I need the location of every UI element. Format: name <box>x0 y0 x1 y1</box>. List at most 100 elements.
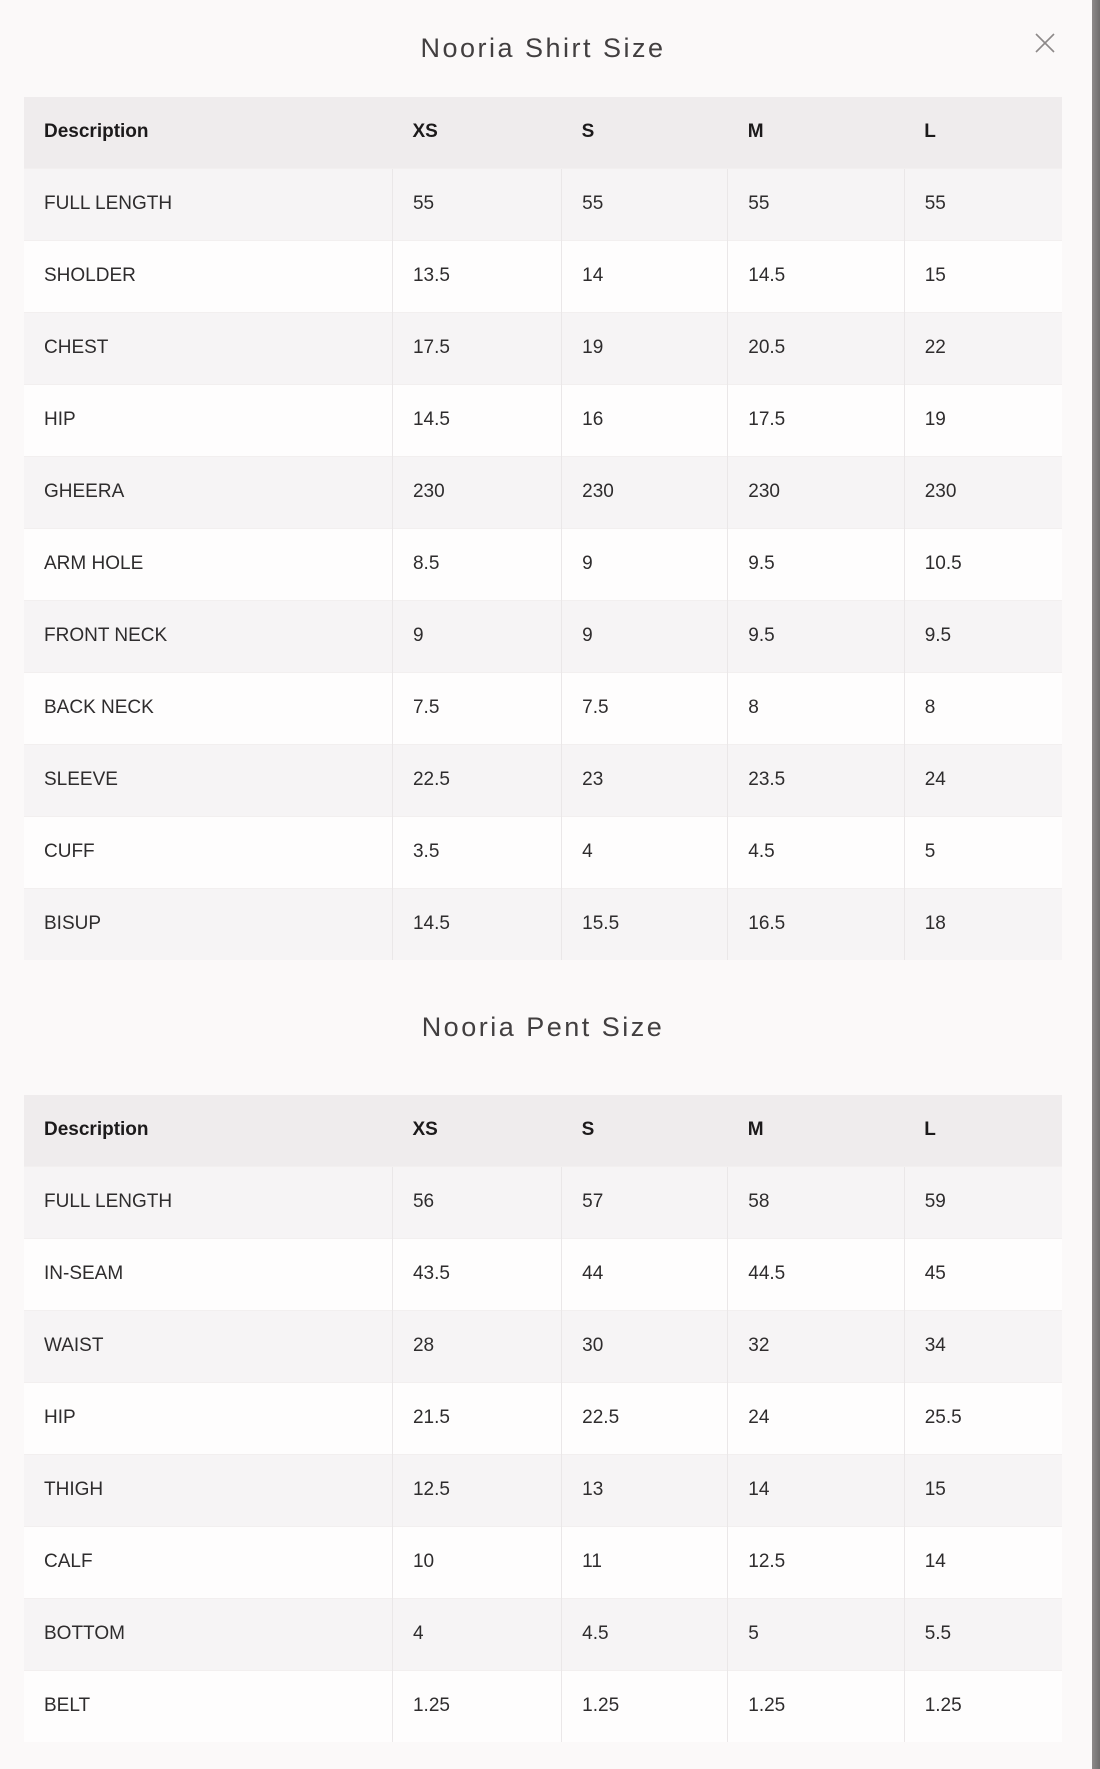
size-value: 12.5 <box>727 1525 905 1598</box>
size-value: 8 <box>727 671 905 744</box>
size-value: 5 <box>727 1597 905 1670</box>
size-value: 230 <box>391 455 562 528</box>
column-header: Description <box>24 1095 393 1166</box>
size-value: 23.5 <box>727 743 905 816</box>
table-row: HIP 14.5 16 17.5 19 <box>24 383 1062 456</box>
column-header: XS <box>392 97 562 168</box>
size-value: 15 <box>903 1453 1062 1526</box>
shirt-size-title: Nooria Shirt Size <box>420 33 666 63</box>
row-label: CUFF <box>24 815 393 888</box>
size-value: 55 <box>561 167 728 240</box>
close-icon <box>1035 33 1055 53</box>
size-value: 5 <box>903 815 1062 888</box>
size-value: 230 <box>727 455 905 528</box>
row-label: SLEEVE <box>24 743 393 816</box>
table-row: SLEEVE 22.5 23 23.5 24 <box>24 743 1062 816</box>
scrollbar[interactable] <box>1092 0 1100 1769</box>
size-value: 22.5 <box>391 743 562 816</box>
size-value: 43.5 <box>391 1237 562 1310</box>
size-value: 1.25 <box>903 1669 1062 1742</box>
row-label: THIGH <box>24 1453 393 1526</box>
size-value: 44 <box>561 1237 728 1310</box>
size-value: 9.5 <box>727 527 905 600</box>
size-value: 16 <box>561 383 728 456</box>
size-value: 17.5 <box>727 383 905 456</box>
column-header: Description <box>24 97 393 168</box>
bottom-spacer <box>24 1742 1062 1769</box>
size-value: 55 <box>391 167 562 240</box>
size-value: 1.25 <box>391 1669 562 1742</box>
table-row: BELT 1.25 1.25 1.25 1.25 <box>24 1669 1062 1742</box>
size-value: 45 <box>903 1237 1062 1310</box>
table-row: FRONT NECK 9 9 9.5 9.5 <box>24 599 1062 672</box>
size-value: 1.25 <box>727 1669 905 1742</box>
size-value: 12.5 <box>391 1453 562 1526</box>
size-value: 9 <box>391 599 562 672</box>
size-value: 9.5 <box>727 599 905 672</box>
pent-title-section: Nooria Pent Size <box>24 960 1062 1095</box>
row-label: IN-SEAM <box>24 1237 393 1310</box>
size-value: 8.5 <box>391 527 562 600</box>
size-value: 20.5 <box>727 311 905 384</box>
row-label: HIP <box>24 383 393 456</box>
size-value: 59 <box>903 1165 1062 1238</box>
pent-table-header-row: Description XS S M L <box>24 1095 1062 1166</box>
column-header: S <box>561 97 728 168</box>
size-value: 30 <box>561 1309 728 1382</box>
size-value: 10 <box>391 1525 562 1598</box>
size-value: 14 <box>903 1525 1062 1598</box>
size-value: 14.5 <box>391 887 562 960</box>
shirt-size-table: Description XS S M L FULL LENGTH 55 55 55 55 SHOL… <box>24 97 1062 960</box>
size-value: 10.5 <box>903 527 1062 600</box>
size-value: 9 <box>561 527 728 600</box>
size-value: 4 <box>391 1597 562 1670</box>
row-label: CALF <box>24 1525 393 1598</box>
row-label: FRONT NECK <box>24 599 393 672</box>
size-value: 230 <box>903 455 1062 528</box>
close-button[interactable] <box>1030 28 1060 58</box>
table-row: ARM HOLE 8.5 9 9.5 10.5 <box>24 527 1062 600</box>
size-value: 14.5 <box>727 239 905 312</box>
size-value: 17.5 <box>391 311 562 384</box>
size-value: 19 <box>903 383 1062 456</box>
size-value: 55 <box>727 167 905 240</box>
size-value: 5.5 <box>903 1597 1062 1670</box>
row-label: FULL LENGTH <box>24 1165 393 1238</box>
size-value: 58 <box>727 1165 905 1238</box>
table-row: BISUP 14.5 15.5 16.5 18 <box>24 887 1062 960</box>
row-label: FULL LENGTH <box>24 167 393 240</box>
size-value: 7.5 <box>391 671 562 744</box>
table-row: FULL LENGTH 56 57 58 59 <box>24 1165 1062 1238</box>
size-value: 23 <box>561 743 728 816</box>
row-label: BISUP <box>24 887 393 960</box>
row-label: CHEST <box>24 311 393 384</box>
size-value: 18 <box>903 887 1062 960</box>
row-label: BOTTOM <box>24 1597 393 1670</box>
table-row: HIP 21.5 22.5 24 25.5 <box>24 1381 1062 1454</box>
table-row: BOTTOM 4 4.5 5 5.5 <box>24 1597 1062 1670</box>
size-value: 24 <box>903 743 1062 816</box>
column-header: XS <box>392 1095 562 1166</box>
size-value: 11 <box>561 1525 728 1598</box>
size-value: 9.5 <box>903 599 1062 672</box>
row-label: HIP <box>24 1381 393 1454</box>
size-value: 9 <box>561 599 728 672</box>
modal-header: Nooria Shirt Size <box>24 0 1062 97</box>
row-label: BELT <box>24 1669 393 1742</box>
column-header: S <box>561 1095 728 1166</box>
row-label: ARM HOLE <box>24 527 393 600</box>
size-value: 4.5 <box>561 1597 728 1670</box>
size-value: 14 <box>561 239 728 312</box>
row-label: BACK NECK <box>24 671 393 744</box>
table-row: GHEERA 230 230 230 230 <box>24 455 1062 528</box>
size-value: 19 <box>561 311 728 384</box>
column-header: M <box>727 97 905 168</box>
pent-size-table: Description XS S M L FULL LENGTH 56 57 58 59 IN-S… <box>24 1095 1062 1742</box>
size-value: 3.5 <box>391 815 562 888</box>
size-value: 55 <box>903 167 1062 240</box>
size-value: 24 <box>727 1381 905 1454</box>
table-row: SHOLDER 13.5 14 14.5 15 <box>24 239 1062 312</box>
size-value: 28 <box>391 1309 562 1382</box>
table-row: THIGH 12.5 13 14 15 <box>24 1453 1062 1526</box>
row-label: GHEERA <box>24 455 393 528</box>
